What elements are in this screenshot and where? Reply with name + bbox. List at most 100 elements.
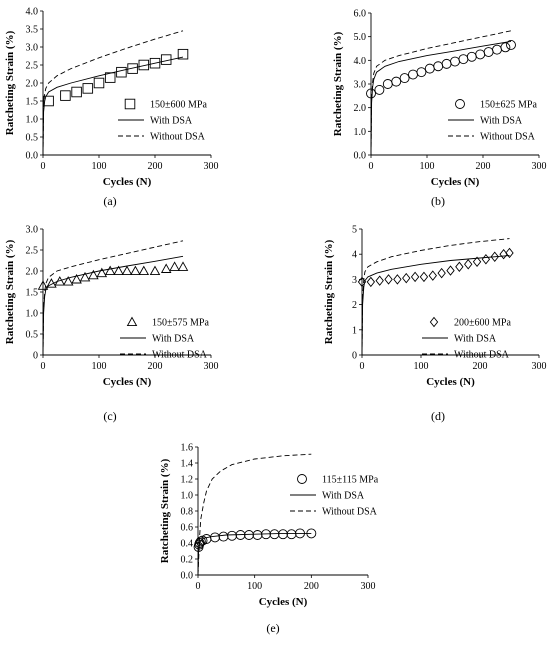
x-tick-label: 0 [41,361,46,372]
data-point [149,265,161,276]
x-tick-label: 100 [420,161,435,172]
data-point [437,267,446,279]
data-point [60,90,71,101]
y-tick-label: 0.4 [181,539,194,550]
data-point [366,276,376,288]
x-tick-label: 0 [41,161,46,172]
data-point [62,276,74,286]
data-point [433,61,444,72]
chart-panel: 0 0.5 1.0 1.5 2.0 2.5 3.0 0 100 200 300 Cycles (N) R… [4,225,219,424]
x-axis-label: Cycles (N) [103,376,152,388]
legend-label: With DSA [480,116,523,127]
y-tick-label: 4.0 [354,56,367,67]
data-point [177,48,189,60]
with-dsa-line [370,40,512,156]
y-tick-label: 0.5 [26,330,39,341]
y-tick-label: 0 [33,351,38,362]
data-point [492,44,502,55]
data-point [218,531,229,542]
legend-label: 150±575 MPa [152,318,209,329]
data-point [408,69,418,80]
with-dsa-line [197,532,312,576]
data-point [177,261,189,271]
x-tick-label: 0 [369,161,374,172]
with-dsa-line [42,56,184,156]
y-tick-label: 0.6 [181,523,194,534]
data-point [455,261,464,273]
x-tick-label: 200 [476,161,491,172]
y-tick-label: 1 [352,325,357,336]
panel-caption: (d) [431,409,445,423]
y-tick-label: 4.0 [26,7,39,18]
data-point [402,272,411,284]
legend-marker [124,98,136,110]
y-tick-label: 1.5 [26,97,39,108]
data-point [391,76,402,87]
y-axis-label: Ratcheting Strain (%) [4,239,16,344]
y-tick-label: 2.0 [26,267,39,278]
data-point [483,47,494,57]
legend-marker [297,474,307,484]
legend: 150±625 MPa With DSA Without DSA [448,99,537,143]
panel-caption: (e) [266,621,279,635]
data-point [374,84,385,95]
legend-label: 200±600 MPa [454,318,511,329]
y-tick-label: 1.2 [181,475,194,486]
data-point [505,247,514,259]
y-tick-label: 5.0 [354,32,367,43]
legend-label: Without DSA [480,132,536,143]
data-point [393,274,402,285]
y-tick-label: 0.5 [26,133,39,144]
data-point [195,536,206,547]
y-tick-label: 1.5 [26,288,39,299]
legend-label: Without DSA [322,507,378,518]
y-tick-label: 3.5 [26,25,39,36]
y-tick-label: 3.0 [354,80,367,91]
y-tick-label: 2 [352,300,357,311]
with-dsa-line [42,255,184,356]
data-point [481,254,491,265]
legend-label: With DSA [152,334,195,345]
data-point [160,263,172,273]
data-point [366,88,376,99]
legend-label: Without DSA [454,350,510,361]
x-axis-label: Cycles (N) [426,376,475,388]
x-tick-label: 100 [92,161,107,172]
x-tick-label: 200 [148,161,163,172]
y-tick-label: 3.0 [26,225,39,236]
panel-caption: (c) [103,409,116,423]
x-axis-label: Cycles (N) [431,176,480,188]
data-point [71,273,82,284]
data-point [278,529,288,540]
legend: 200±600 MPa With DSA Without DSA [422,316,511,361]
data-point [475,49,486,60]
data-point [464,259,473,270]
data-point [499,248,508,260]
data-point [210,532,220,543]
y-axis-label: Ratcheting Strain (%) [4,30,16,135]
legend-label: Without DSA [150,132,206,143]
data-point [490,251,499,262]
y-axis-label: Ratcheting Strain (%) [159,458,171,563]
x-tick-label: 100 [92,361,107,372]
data-point [466,51,477,62]
y-tick-label: 0.0 [354,151,367,162]
data-point [384,274,393,285]
y-tick-label: 1.0 [181,491,194,502]
panel-caption: (a) [103,194,116,208]
y-tick-label: 1.0 [354,127,367,138]
data-point [375,275,384,286]
data-point [127,63,138,74]
data-point [227,530,237,541]
x-tick-label: 300 [204,161,219,172]
data-point [252,530,263,540]
data-point [88,269,99,280]
x-tick-label: 200 [148,361,163,372]
y-tick-label: 1.0 [26,309,39,320]
data-point [357,276,367,288]
data-point [500,42,511,53]
legend-label: 115±115 MPa [322,475,379,486]
data-point [244,530,254,540]
data-point [121,265,133,276]
x-tick-label: 100 [247,581,262,592]
